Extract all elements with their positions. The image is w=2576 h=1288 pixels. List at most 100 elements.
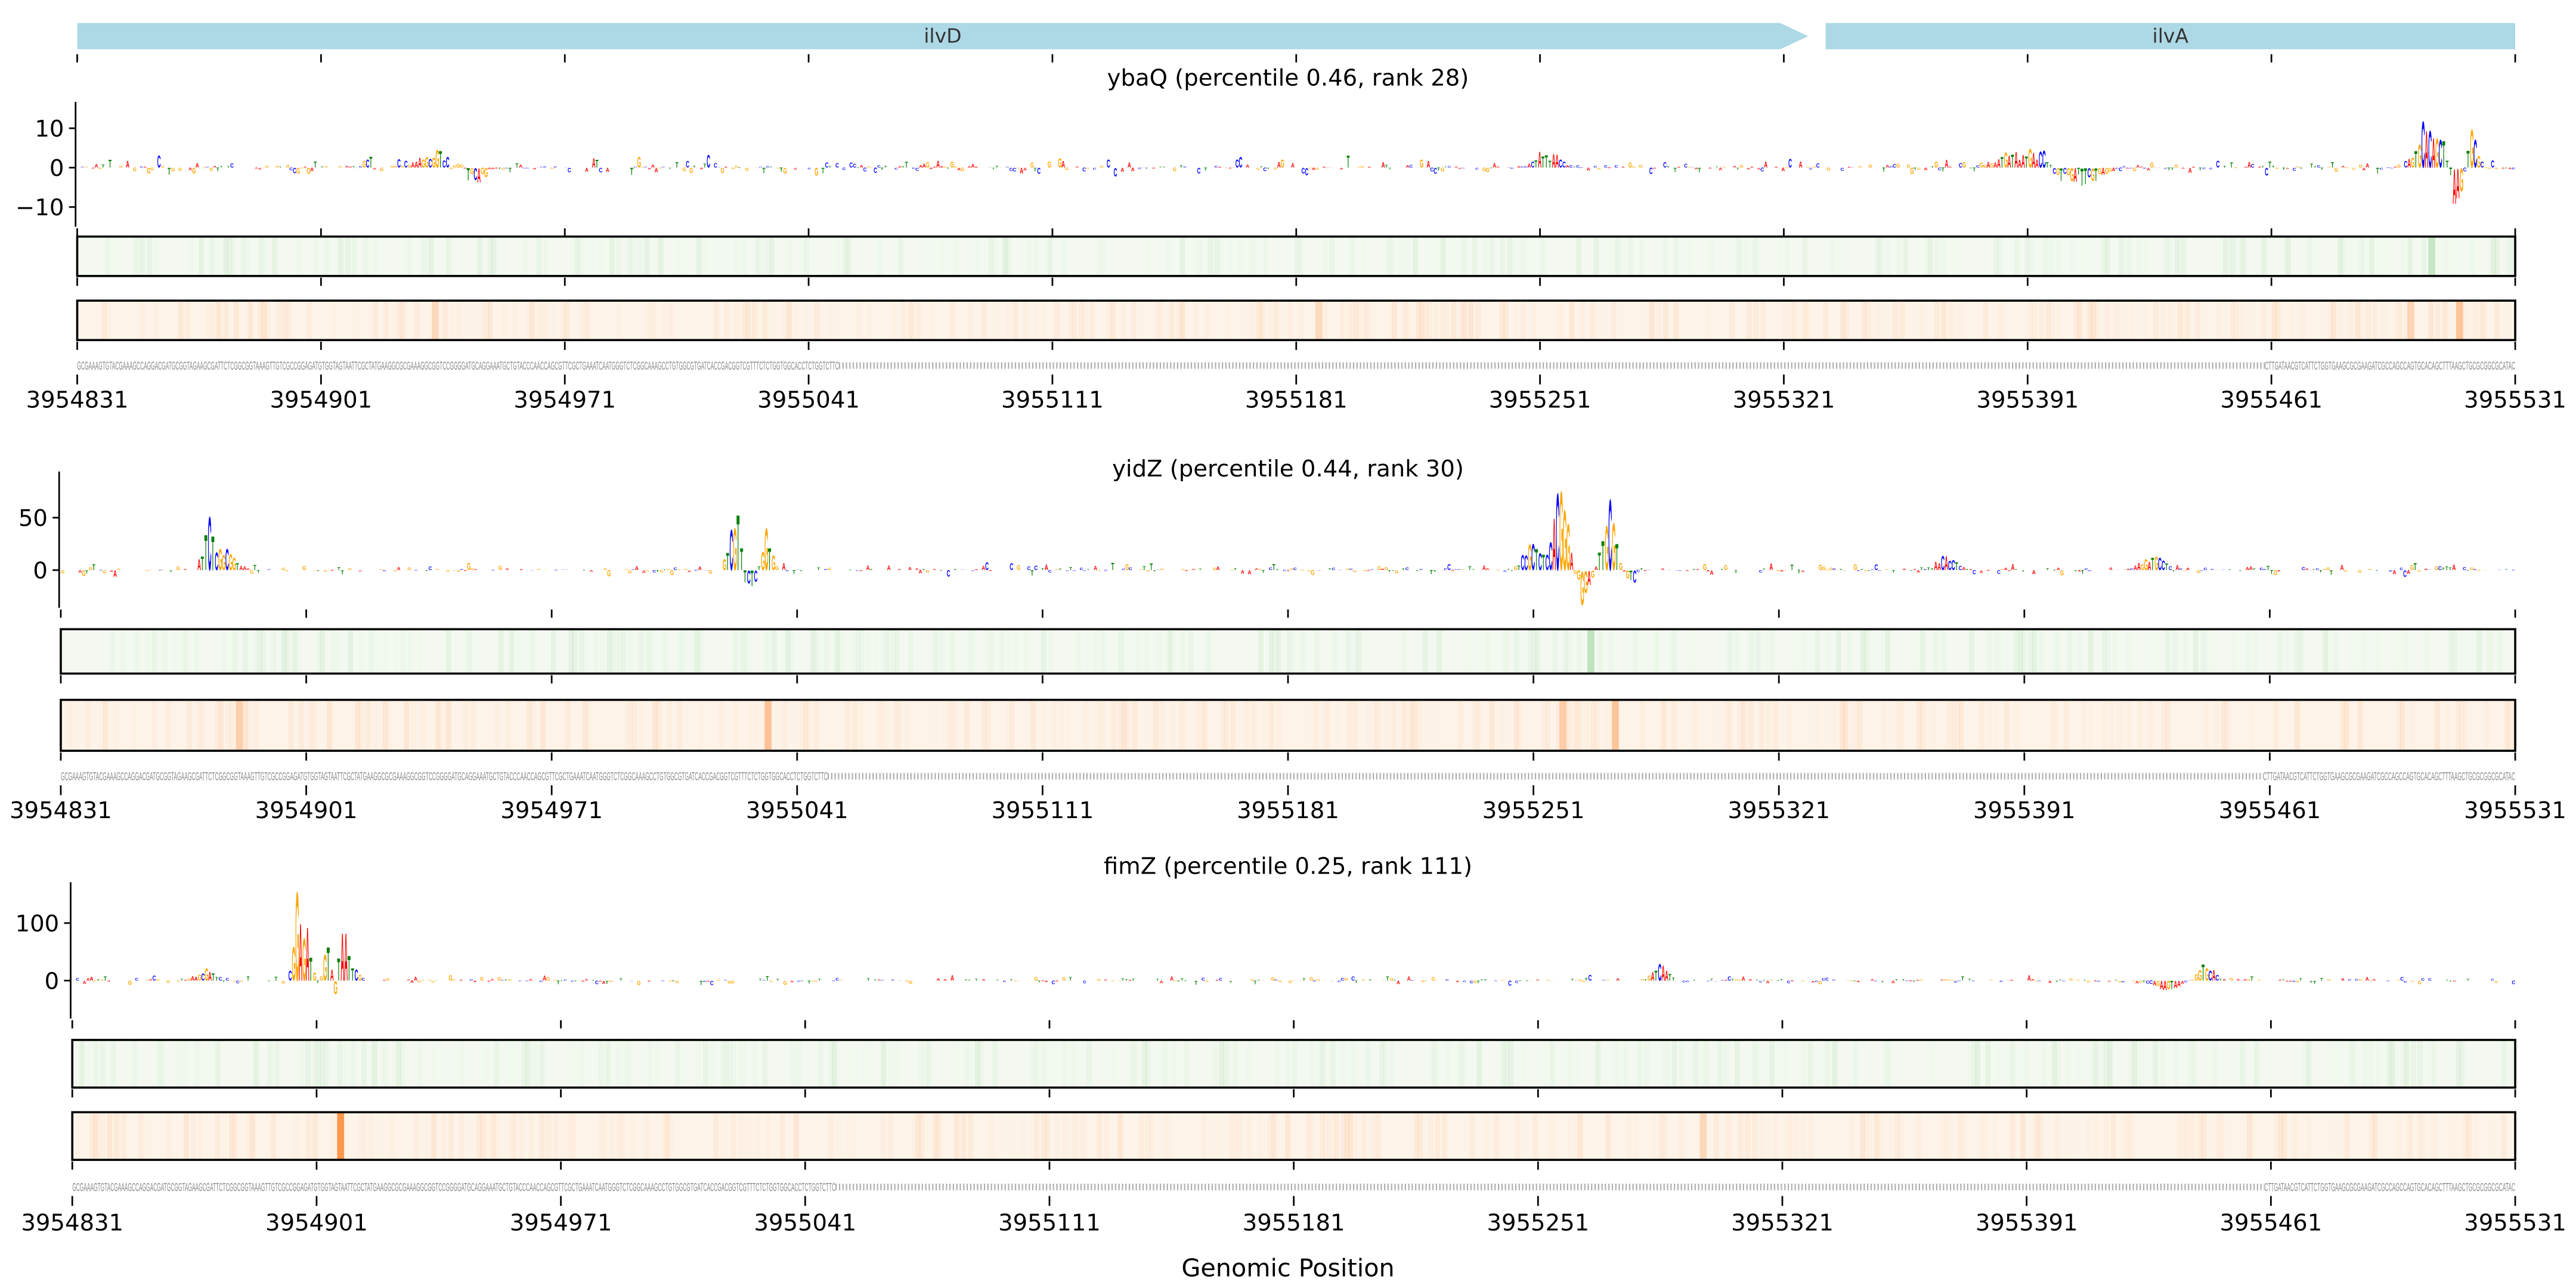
green-heatmap-cell (1047, 236, 1053, 276)
logo-letter: C (2473, 569, 2478, 571)
logo-letter: G (1896, 163, 1900, 169)
logo-letter: C (1825, 977, 1829, 982)
green-heatmap-cell (267, 1039, 273, 1088)
x-tick-label: 3955391 (1976, 386, 2079, 413)
logo-letter: T (1692, 569, 1695, 571)
logo-letter: G (348, 568, 351, 571)
orange-heatmap-cell (1832, 700, 1838, 751)
logo-letter: T (849, 570, 852, 571)
logo-letter: C (1462, 168, 1466, 169)
logo-letter: C (1958, 981, 1962, 982)
orange-heatmap-cell (1766, 700, 1771, 751)
orange-heatmap-cell (2102, 700, 2107, 751)
orange-heatmap-cell (1416, 301, 1422, 340)
orange-heatmap-cell (505, 699, 511, 751)
green-heatmap-cell (1993, 236, 1999, 276)
orange-heatmap-cell (222, 1112, 228, 1160)
logo-letter: G (1062, 976, 1066, 982)
logo-letter: C (1905, 981, 1909, 982)
orange-heatmap-cell (849, 1112, 854, 1160)
gene-ilvD[interactable]: ilvD (77, 23, 1809, 49)
green-heatmap-cell (2330, 1040, 2336, 1088)
green-heatmap-cell (1801, 1040, 1806, 1088)
green-heatmap-cell (183, 629, 189, 674)
orange-heatmap-cell (2368, 1112, 2374, 1160)
logo-letter: A (1847, 167, 1852, 168)
logo-letter: C (201, 971, 205, 983)
logo-letter: G (811, 981, 815, 982)
logo-letter: A (1456, 980, 1459, 983)
logo-letter: T (2250, 976, 2253, 983)
orange-heatmap-cell (2203, 700, 2209, 751)
logo-letter: C (2039, 147, 2042, 173)
logo-letter: G (2132, 981, 2136, 982)
green-heatmap-cell (162, 629, 168, 674)
green-heatmap-cell (855, 629, 861, 674)
orange-heatmap-cell (369, 1112, 374, 1160)
logo-letter: T (1902, 979, 1905, 981)
orange-heatmap-cell (258, 301, 264, 340)
logo-letter: A (2134, 565, 2137, 572)
logo-letter: G (2296, 980, 2299, 983)
green-heatmap-cell (1341, 1040, 1346, 1088)
logo-letter: C (219, 977, 222, 982)
gene-ilvA[interactable]: ilvA (1825, 23, 2516, 49)
logo-letter: A (982, 979, 986, 981)
logo-letter: T (1267, 168, 1270, 170)
logo-letter: G (1639, 164, 1643, 169)
logo-letter: C (1409, 164, 1413, 168)
orange-heatmap-cell (1324, 699, 1330, 751)
logo-letter: G (2470, 118, 2473, 179)
logo-letter: C (729, 518, 733, 583)
green-heatmap-cell (1465, 629, 1470, 673)
y-tick-label: 0 (45, 968, 60, 995)
orange-heatmap-cell (2463, 1112, 2469, 1160)
logo-letter: G (2132, 166, 2136, 172)
logo-letter: T (668, 168, 671, 169)
green-heatmap-cell (859, 629, 865, 674)
logo-letter: G (2295, 569, 2299, 570)
logo-letter: A (1128, 980, 1132, 981)
orange-heatmap-cell (2417, 1112, 2423, 1160)
logo-letter: C (2389, 570, 2393, 572)
logo-letter: T (1489, 168, 1493, 169)
logo-letter: G (1361, 166, 1364, 168)
green-heatmap-cell (940, 237, 945, 276)
logo-letter: T (703, 163, 707, 169)
logo-letter: G (448, 974, 452, 983)
green-heatmap-cell (720, 1039, 726, 1088)
orange-heatmap-cell (2355, 301, 2361, 340)
green-heatmap-cell (1755, 629, 1761, 674)
logo-letter: T (1346, 153, 1349, 172)
orange-heatmap-cell (667, 700, 672, 751)
green-heatmap-cell (2421, 236, 2427, 276)
green-heatmap-cell (2055, 1039, 2061, 1088)
logo-letter: T (800, 570, 803, 572)
green-heatmap-cell (459, 1040, 465, 1088)
orange-heatmap-cell (1673, 301, 1679, 340)
orange-heatmap-cell (1815, 700, 1820, 751)
green-heatmap-cell (1146, 629, 1151, 673)
green-heatmap-cell (1218, 237, 1224, 276)
green-heatmap-cell (1309, 1040, 1315, 1088)
logo-letter: G (103, 569, 106, 574)
logo-letter: A (2285, 980, 2289, 982)
green-heatmap-cell (1919, 629, 1925, 674)
green-heatmap-cell (1927, 236, 1933, 276)
logo-letter: C (1458, 569, 1462, 570)
logo-letter: A (1846, 980, 1850, 981)
logo-letter: G (1619, 560, 1623, 572)
green-heatmap-cell (1258, 629, 1264, 674)
logo-letter: C (1832, 568, 1836, 571)
logo-letter: G (769, 980, 773, 982)
logo-letter: A (1440, 570, 1444, 571)
sequence-logo: C GA A G T T G A G C A G G C G T G G A GA GC G A T T T C A A A G G T GC C G… (80, 107, 2515, 215)
orange-heatmap-cell (1741, 699, 1747, 751)
green-heatmap-cell (2042, 236, 2048, 276)
logo-letter: A (1323, 167, 1327, 168)
logo-letter: T (726, 549, 729, 576)
green-heatmap-cell (658, 236, 664, 276)
logo-letter: G (733, 516, 736, 584)
green-heatmap-cell (1673, 236, 1679, 276)
orange-heatmap-cell (1806, 301, 1811, 340)
